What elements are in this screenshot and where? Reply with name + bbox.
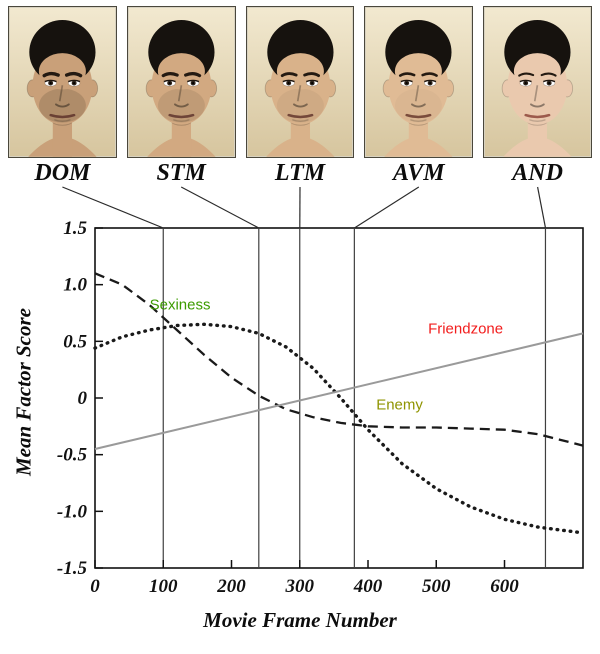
face-illustration bbox=[9, 7, 116, 157]
x-tick-label: 200 bbox=[216, 576, 246, 597]
y-tick-label: -1.0 bbox=[57, 501, 88, 522]
face-illustration bbox=[365, 7, 472, 157]
face-label-cell: DOM bbox=[8, 160, 117, 196]
pupil bbox=[525, 82, 527, 84]
factor-score-chart: 0 100 200 300 400 500 600 -1.5 -1.0 -0.5 0 0.5 1.0 1.… bbox=[0, 202, 600, 649]
face-label: AND bbox=[512, 160, 563, 186]
y-axis-title: Mean Factor Score bbox=[12, 308, 37, 476]
pupil bbox=[548, 82, 550, 84]
annotation-friendzone: Friendzone bbox=[428, 320, 503, 337]
x-tick-label: 400 bbox=[353, 576, 383, 597]
left-eyebrow bbox=[44, 74, 58, 76]
x-tick-label: 300 bbox=[285, 576, 315, 597]
pupil bbox=[429, 82, 431, 84]
y-tick-label: -0.5 bbox=[57, 445, 88, 466]
face-panel bbox=[246, 6, 355, 158]
x-tick-label: 100 bbox=[149, 576, 178, 597]
face-label-cell: LTM bbox=[246, 160, 355, 196]
pupil bbox=[287, 82, 289, 84]
y-tick-label: 0.5 bbox=[63, 331, 87, 352]
face-label: STM bbox=[157, 160, 206, 186]
annotation-sexiness: Sexiness bbox=[150, 297, 211, 314]
face-panel bbox=[364, 6, 473, 158]
face-illustration bbox=[128, 7, 235, 157]
pupil bbox=[168, 82, 170, 84]
x-tick-label: 600 bbox=[490, 576, 519, 597]
pupil bbox=[311, 82, 313, 84]
face-illustration bbox=[247, 7, 354, 157]
face-label-cell: AVM bbox=[364, 160, 473, 196]
pupil bbox=[406, 82, 408, 84]
chart-area: 0 100 200 300 400 500 600 -1.5 -1.0 -0.5 0 0.5 1.0 1.… bbox=[0, 202, 600, 649]
face-label: DOM bbox=[34, 160, 90, 186]
annotation-enemy: Enemy bbox=[376, 396, 423, 413]
pupil bbox=[192, 82, 194, 84]
face-illustration bbox=[484, 7, 591, 157]
face-panel bbox=[483, 6, 592, 158]
face-label: LTM bbox=[275, 160, 325, 186]
y-tick-label: 1.0 bbox=[63, 275, 87, 296]
right-eyebrow bbox=[67, 74, 81, 76]
x-axis-title: Movie Frame Number bbox=[40, 608, 560, 633]
face-label-cell: AND bbox=[483, 160, 592, 196]
face-strip bbox=[8, 6, 592, 158]
x-tick-label: 0 bbox=[90, 576, 100, 597]
face-label-cell: STM bbox=[127, 160, 236, 196]
y-tick-label: -1.5 bbox=[57, 558, 88, 579]
face-panel bbox=[127, 6, 236, 158]
y-tick-label: 0 bbox=[78, 388, 88, 409]
pupil bbox=[50, 82, 52, 84]
x-tick-label: 500 bbox=[422, 576, 451, 597]
face-panel bbox=[8, 6, 117, 158]
y-tick-label: 1.5 bbox=[63, 218, 87, 239]
face-label: AVM bbox=[393, 160, 445, 186]
face-label-row: DOM STM LTM AVM AND bbox=[8, 160, 592, 196]
plot-border bbox=[95, 228, 583, 568]
pupil bbox=[73, 82, 75, 84]
